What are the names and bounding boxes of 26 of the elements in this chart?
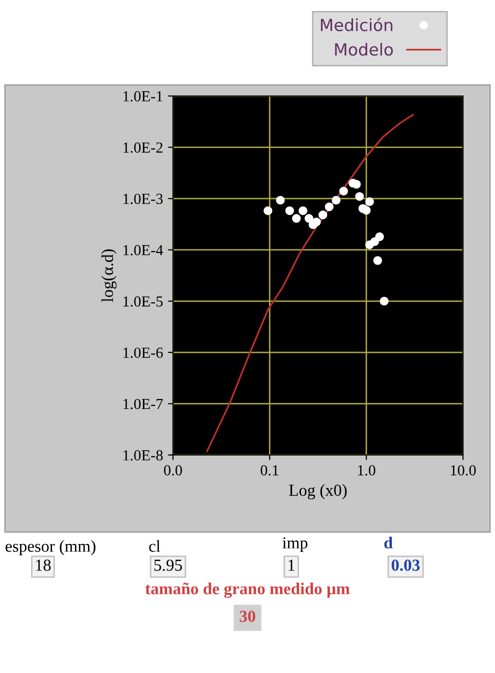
- x-tick-label: 0.1: [260, 465, 278, 476]
- text: cl: [149, 540, 160, 552]
- x-tick-label: 1.0: [358, 465, 376, 476]
- y-tick-label: 1.0E-4: [123, 245, 164, 256]
- y-tick-label: 1.0E-1: [123, 91, 162, 102]
- y-tick-label: 1.0E-6: [123, 348, 163, 358]
- text: 0.03: [392, 560, 420, 571]
- text: 5.95: [154, 560, 182, 571]
- x-tick-label: 10.0: [450, 465, 476, 476]
- y-tick-label: 1.0E-5: [123, 296, 163, 307]
- text: 1: [288, 560, 294, 571]
- y-tick-label: 1.0E-3: [123, 194, 163, 204]
- text: espesor (mm): [6, 540, 96, 556]
- y-axis-title: log(α.d): [101, 249, 117, 302]
- text: tamaño de grano medido µm: [145, 582, 350, 598]
- y-tick-label: 1.0E-7: [123, 398, 163, 410]
- y-tick-label: 1.0E-8: [123, 450, 163, 461]
- text: 18: [36, 560, 51, 571]
- legend-label: Modelo: [335, 42, 393, 56]
- text: imp: [282, 537, 308, 552]
- text: d: [384, 536, 393, 548]
- x-tick-label: 0.0: [164, 465, 182, 476]
- y-tick-label: 1.0E-2: [123, 142, 162, 153]
- legend-label: Medición: [320, 18, 392, 32]
- x-axis-title: Log (x0): [289, 484, 347, 500]
- text: 30: [240, 610, 256, 622]
